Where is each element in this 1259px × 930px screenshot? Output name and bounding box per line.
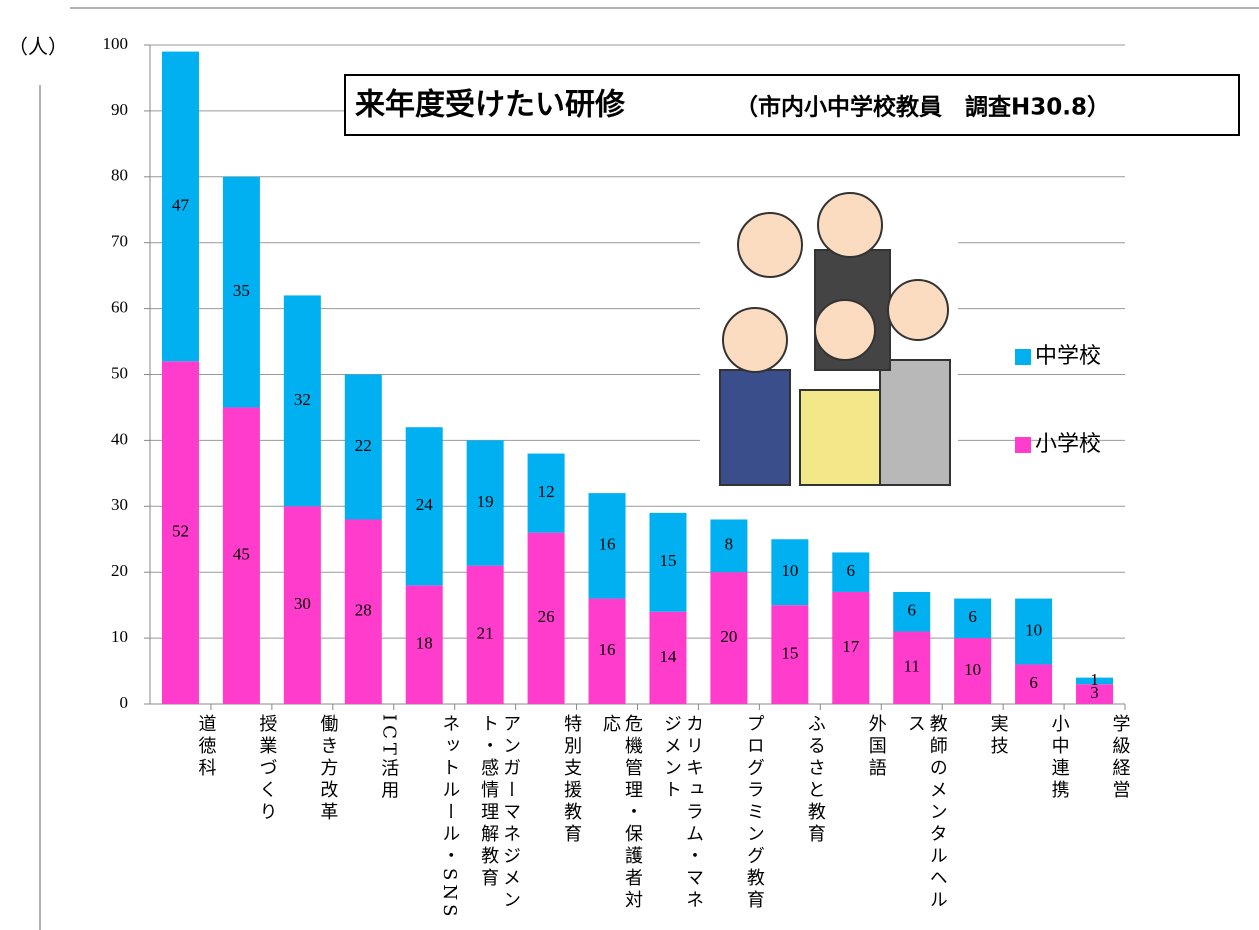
value-label: 6 xyxy=(968,607,977,626)
chart-title: 来年度受けたい研修 xyxy=(355,88,626,123)
value-label: 6 xyxy=(847,561,856,580)
value-label: 6 xyxy=(1029,673,1038,692)
x-tick-label: 小中連携 xyxy=(1010,714,1070,930)
y-tick-label: 100 xyxy=(103,34,129,53)
x-tick-label: ネットルール・SNS xyxy=(400,714,460,930)
x-tick-label: ふるさと教育 xyxy=(766,714,826,930)
value-label: 30 xyxy=(294,594,311,613)
value-label: 8 xyxy=(725,535,734,554)
legend-label: 中学校 xyxy=(1035,344,1101,369)
value-label: 35 xyxy=(233,281,250,300)
value-label: 16 xyxy=(599,535,616,554)
value-label: 32 xyxy=(294,390,311,409)
value-label: 11 xyxy=(904,657,920,676)
y-tick-label: 50 xyxy=(111,363,128,382)
value-label: 45 xyxy=(233,545,250,564)
x-tick-label: 働き方改革 xyxy=(278,714,338,930)
value-label: 6 xyxy=(907,601,916,620)
value-label: 10 xyxy=(1025,620,1042,639)
value-label: 18 xyxy=(416,634,433,653)
value-label: 28 xyxy=(355,601,372,620)
value-label: 1 xyxy=(1090,670,1099,689)
y-tick-label: 10 xyxy=(111,627,128,646)
value-label: 26 xyxy=(538,607,555,626)
x-tick-label: 外国語 xyxy=(827,714,887,930)
y-tick-label: 0 xyxy=(120,693,129,712)
x-tick-label: 実技 xyxy=(949,714,1009,930)
chart-subtitle: （市内小中学校教員 調査H30.8） xyxy=(735,94,1110,121)
value-label: 14 xyxy=(659,647,677,666)
value-label: 21 xyxy=(477,624,494,643)
value-label: 47 xyxy=(172,195,190,214)
legend-label: 小学校 xyxy=(1035,432,1101,457)
x-tick-label: プログラミング教育 xyxy=(705,714,765,930)
value-label: 52 xyxy=(172,522,189,541)
value-label: 20 xyxy=(720,627,737,646)
page: {"chart_data": {"type": "stacked-bar", "… xyxy=(0,0,1259,930)
x-tick-label: 危機管理・保護者対応 xyxy=(583,714,643,930)
legend-swatch xyxy=(1015,437,1031,453)
value-label: 19 xyxy=(477,492,494,511)
y-tick-label: 70 xyxy=(111,232,128,251)
y-tick-label: 90 xyxy=(111,100,128,119)
value-label: 15 xyxy=(781,643,798,662)
x-tick-label: 道徳科 xyxy=(156,714,216,930)
value-label: 17 xyxy=(842,637,860,656)
value-label: 22 xyxy=(355,436,372,455)
x-tick-label: 学級経営 xyxy=(1071,714,1131,930)
x-tick-label: ICT活用 xyxy=(339,714,399,930)
x-tick-label: 教師のメンタルヘルス xyxy=(888,714,948,930)
y-tick-label: 60 xyxy=(111,298,128,317)
x-tick-label: アンガーマネジメント・感情理解教育 xyxy=(461,714,521,930)
x-tick-label: 特別支援教育 xyxy=(522,714,582,930)
y-tick-label: 80 xyxy=(111,166,128,185)
legend-swatch xyxy=(1015,349,1031,365)
x-tick-label: 授業づくり xyxy=(217,714,277,930)
value-label: 16 xyxy=(599,640,616,659)
value-label: 12 xyxy=(538,482,555,501)
x-tick-label: カリキュラム・マネジメント xyxy=(644,714,704,930)
value-label: 24 xyxy=(416,495,434,514)
y-tick-label: 40 xyxy=(111,429,128,448)
y-tick-label: 30 xyxy=(111,495,128,514)
value-label: 15 xyxy=(659,551,676,570)
value-label: 10 xyxy=(964,660,981,679)
value-label: 10 xyxy=(781,561,798,580)
y-axis-label: （人） xyxy=(8,35,68,59)
y-tick-label: 20 xyxy=(111,561,128,580)
